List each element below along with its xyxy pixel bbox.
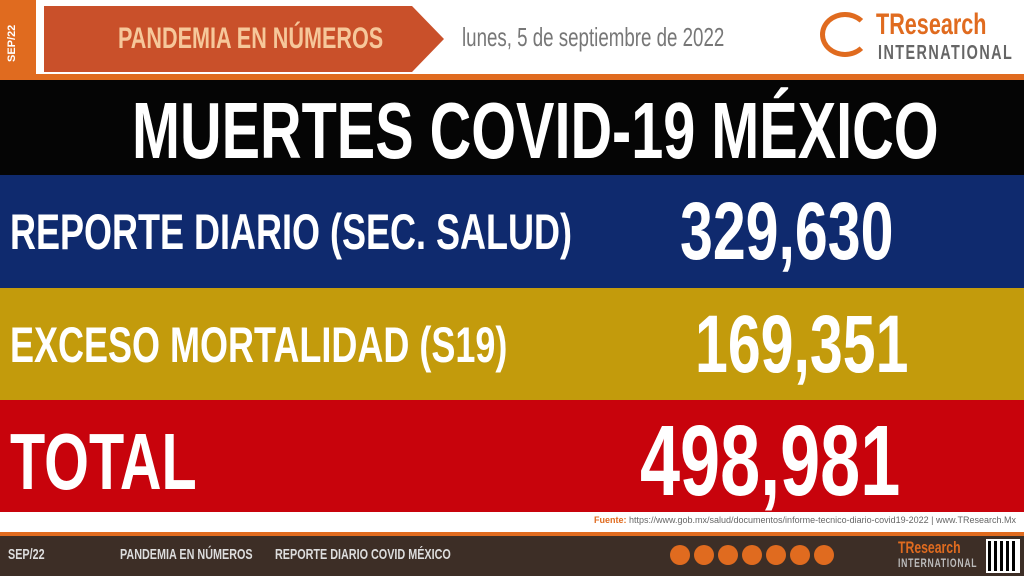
- banner-text: PANDEMIA EN NÚMEROS: [118, 22, 384, 55]
- source-url[interactable]: https://www.gob.mx/salud/documentos/info…: [628, 515, 929, 525]
- qr-code: [986, 539, 1020, 573]
- brand-sub: INTERNATIONAL: [878, 42, 1024, 65]
- icon[interactable]: [694, 545, 714, 565]
- icon[interactable]: [766, 545, 786, 565]
- brand-sub-text: INTERNATIONAL: [878, 42, 1014, 64]
- footer-item: SEP/22: [8, 546, 45, 563]
- footer-item: REPORTE DIARIO COVID MÉXICO: [275, 546, 451, 563]
- divider: [0, 532, 1024, 536]
- row-value: 329,630: [680, 186, 894, 277]
- tag: SEP/22: [6, 24, 18, 62]
- icon[interactable]: [742, 545, 762, 565]
- brand: TResearch: [876, 8, 1024, 42]
- row-label: EXCESO MORTALIDAD (S19): [10, 317, 508, 373]
- brand-text: TResearch: [876, 8, 987, 41]
- source-site[interactable]: www.TResearch.Mx: [935, 515, 1016, 525]
- source: Fuente: https://www.gob.mx/salud/documen…: [593, 515, 1016, 525]
- date: lunes, 5 de septiembre de 2022: [462, 22, 826, 53]
- banner-box: [44, 6, 444, 72]
- icon[interactable]: [718, 545, 738, 565]
- icon[interactable]: [790, 545, 810, 565]
- logo-icon: [820, 12, 870, 57]
- row-value: 169,351: [695, 299, 909, 390]
- row-band: REPORTE DIARIO (SEC. SALUD) 329,630: [0, 175, 1024, 288]
- row-label: REPORTE DIARIO (SEC. SALUD): [10, 204, 573, 260]
- title-band: MUERTES COVID-19 MÉXICO: [0, 80, 1024, 175]
- icon[interactable]: [814, 545, 834, 565]
- tag-box: SEP/22: [0, 0, 36, 75]
- row-value: 498,981: [640, 405, 901, 517]
- row-band: EXCESO MORTALIDAD (S19) 169,351: [0, 288, 1024, 400]
- divider: [0, 74, 1024, 80]
- footer-brand-sub: INTERNATIONAL: [898, 556, 978, 570]
- row-band: TOTAL 498,981: [0, 400, 1024, 517]
- footer-item: PANDEMIA EN NÚMEROS: [120, 546, 253, 563]
- footer: SEP/22 PANDEMIA EN NÚMEROS REPORTE DIARI…: [0, 536, 1024, 576]
- row-label: TOTAL: [10, 417, 197, 506]
- banner: PANDEMIA EN NÚMEROS: [118, 22, 486, 56]
- source-label: Fuente:: [593, 515, 627, 525]
- icon[interactable]: [670, 545, 690, 565]
- footer-brand: TResearch: [898, 538, 961, 557]
- date-text: lunes, 5 de septiembre de 2022: [462, 22, 725, 52]
- title: MUERTES COVID-19 MÉXICO: [132, 86, 939, 175]
- social-icons: [670, 545, 834, 565]
